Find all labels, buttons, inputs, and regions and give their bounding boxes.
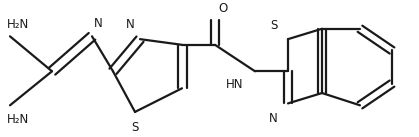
- Text: N: N: [269, 112, 278, 125]
- Text: O: O: [218, 2, 227, 15]
- Text: N: N: [126, 18, 135, 31]
- Text: S: S: [271, 19, 278, 32]
- Text: N: N: [94, 17, 103, 30]
- Text: HN: HN: [225, 78, 243, 91]
- Text: H₂N: H₂N: [7, 113, 29, 126]
- Text: H₂N: H₂N: [7, 18, 29, 31]
- Text: S: S: [131, 121, 139, 134]
